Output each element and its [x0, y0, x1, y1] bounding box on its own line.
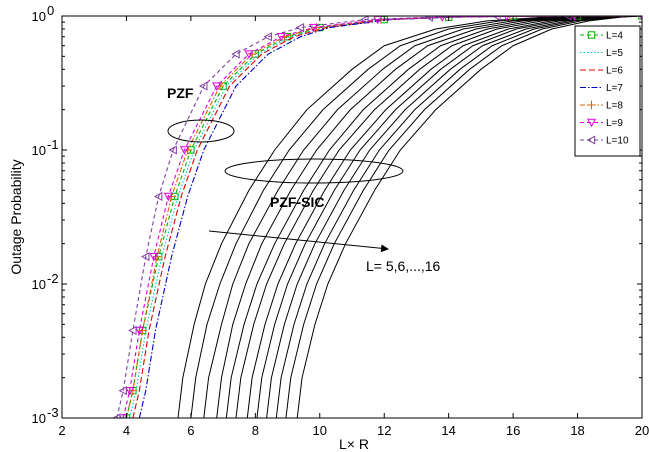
pzf-curves	[112, 16, 642, 418]
pzf-sic-curve-l-16	[296, 16, 642, 418]
pzf-marker-l-10	[231, 49, 240, 59]
pzf-sic-curves	[177, 16, 642, 418]
y-axis-label: Outage Probability	[8, 159, 24, 274]
pzf-sic-curve-l-7	[203, 16, 610, 418]
pzf-marker-l-10	[295, 23, 305, 33]
x-tick-label-12: 12	[377, 423, 391, 438]
pzf-sic-curve-l-6	[190, 16, 604, 418]
legend-label-l-9: L=9	[606, 118, 623, 129]
legend-marker-l-4	[587, 31, 596, 39]
x-tick-label-4: 4	[123, 423, 130, 438]
x-tick-label-6: 6	[187, 423, 194, 438]
pzf-marker-l-9	[149, 252, 159, 262]
legend-marker-l-10	[586, 135, 596, 145]
legend-label-l-7: L=7	[606, 83, 623, 94]
legend-label-l-8: L=8	[606, 101, 623, 112]
pzf-marker-l-10	[112, 413, 121, 418]
pzf-marker-l-9	[244, 50, 254, 59]
legend-label-l-4: L=4	[606, 31, 623, 42]
pzf-marker-l-10	[199, 81, 208, 91]
legend-label-l-6: L=6	[606, 66, 623, 77]
pzf-sic-curve-l-12	[256, 16, 633, 418]
plot-background	[62, 16, 642, 418]
legend-box	[574, 25, 641, 157]
pzf-marker-l-9	[134, 326, 144, 336]
x-tick-label-18: 18	[570, 423, 584, 438]
pzf-sic-annotation: PZF-SIC	[270, 194, 324, 210]
pzf-marker-l-9	[118, 414, 128, 418]
pzf-sic-curve-l-11	[246, 16, 630, 418]
y-tick-label-exponent-2: -1	[47, 137, 59, 152]
pzf-marker-l-10	[128, 325, 137, 336]
range-annotation: L= 5,6,...,16	[366, 258, 441, 274]
pzf-marker-l-10	[153, 191, 163, 202]
pzf-sic-curve-l-15	[285, 16, 639, 418]
y-tick-label-0: 10	[32, 411, 46, 426]
x-tick-label-20: 20	[635, 423, 649, 438]
legend-marker-l-9	[586, 118, 597, 128]
pzf-sic-curve-l-13	[266, 16, 636, 418]
pzf-sic-curve-l-5	[177, 16, 597, 418]
y-tick-label-exponent-1: -2	[47, 271, 59, 286]
legend-label-l-5: L=5	[606, 48, 623, 59]
pzf-marker-l-10	[263, 32, 272, 42]
plot-frame	[61, 15, 643, 419]
y-tick-label-3: 10	[32, 9, 46, 24]
pzf-sic-curve-l-10	[235, 16, 626, 418]
pzf-marker-l-9	[308, 23, 318, 33]
pzf-sic-curve-l-9	[225, 16, 622, 418]
pzf-marker-l-10	[424, 16, 434, 22]
x-tick-label-2: 2	[58, 423, 65, 438]
pzf-marker-l-10	[118, 386, 127, 396]
legend: L=4 L=5 L=6 L=7 L=8 L=9 L=10	[574, 25, 641, 157]
x-tick-labels: 2 4 6 8 10 12 14 16 18 20	[58, 423, 649, 438]
pzf-marker-l-9	[212, 82, 222, 91]
pzf-ellipse	[167, 119, 235, 143]
y-tick-label-1: 10	[32, 277, 46, 292]
pzf-line-l-10	[116, 16, 642, 418]
x-tick-label-16: 16	[506, 423, 520, 438]
legend-label-l-10: L=10	[606, 136, 629, 147]
pzf-marker-l-10	[360, 16, 369, 25]
x-tick-label-8: 8	[252, 423, 259, 438]
pzf-sic-curve-l-14	[275, 16, 638, 418]
x-tick-label-10: 10	[313, 423, 327, 438]
legend-marker-l-8	[587, 100, 596, 110]
pzf-annotation: PZF	[167, 85, 194, 101]
pzf-sic-ellipse	[224, 158, 404, 184]
y-tick-label-exponent-0: -3	[47, 405, 59, 420]
x-tick-label-14: 14	[441, 423, 455, 438]
pzf-marker-l-10	[141, 252, 150, 262]
pzf-marker-l-9	[276, 33, 286, 42]
y-tick-label-exponent-3: 0	[47, 3, 54, 18]
pzf-sic-curve-l-8	[216, 16, 617, 418]
direction-arrow	[208, 230, 389, 253]
pzf-line-l-5	[129, 16, 642, 418]
pzf-line-l-9	[122, 16, 642, 418]
pzf-marker-l-9	[163, 192, 173, 202]
pzf-marker-l-9	[179, 146, 189, 155]
pzf-marker-l-9	[125, 386, 135, 396]
x-axis-label: L× R	[339, 436, 369, 452]
pzf-marker-l-10	[168, 145, 177, 155]
y-tick-label-2: 10	[32, 143, 46, 158]
